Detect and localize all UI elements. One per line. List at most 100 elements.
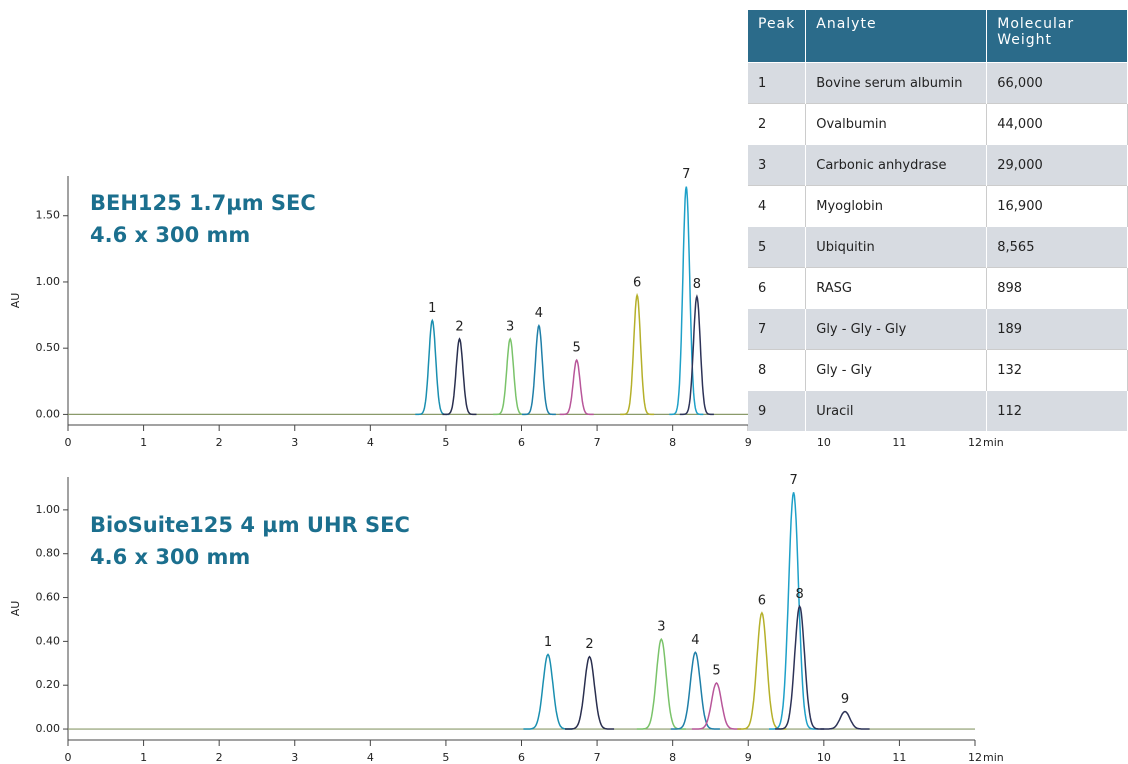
chart-title: BEH125 1.7µm SEC [90, 191, 316, 215]
x-tick-label: 8 [669, 436, 676, 449]
peak [493, 337, 528, 416]
peak-label: 3 [657, 620, 665, 635]
peak-label: 9 [841, 692, 849, 707]
peak [523, 653, 573, 730]
peak [670, 651, 720, 730]
table-row: 2 Ovalbumin 44,000 [748, 103, 1128, 145]
x-tick-label: 0 [65, 751, 72, 764]
x-tick-label: 5 [442, 436, 449, 449]
table-cell: 8,565 [986, 226, 1128, 268]
chart-title: BioSuite125 4 µm UHR SEC [90, 513, 410, 537]
header-cell: Peak [748, 10, 807, 63]
y-tick-label: 0.50 [36, 341, 61, 354]
x-tick-label: 3 [291, 751, 298, 764]
peak [565, 655, 615, 730]
peak [636, 637, 686, 730]
peak [691, 682, 742, 730]
table-cell: 3 [748, 144, 807, 186]
x-tick-label: 8 [669, 751, 676, 764]
table-cell: Bovine serum albumin [805, 62, 988, 104]
x-tick-label: 12 [968, 751, 982, 764]
table-cell: Uracil [805, 390, 988, 431]
peak [415, 318, 450, 416]
peak-label: 6 [633, 276, 641, 291]
x-tick-label: 12 [968, 436, 982, 449]
peak-label: 5 [712, 664, 720, 679]
table-cell: 8 [748, 349, 807, 391]
peak-label: 1 [428, 301, 436, 316]
x-tick-label: 10 [817, 436, 831, 449]
table-cell: 189 [986, 308, 1128, 350]
table-cell: 7 [748, 308, 807, 350]
x-tick-label: 2 [216, 751, 223, 764]
table-row: 9 Uracil 112 [748, 390, 1128, 431]
peak-label: 6 [758, 593, 766, 608]
x-tick-label: 0 [65, 436, 72, 449]
y-tick-label: 1.00 [36, 503, 61, 516]
peak-label: 2 [455, 319, 463, 334]
peak-label: 4 [691, 633, 699, 648]
peak [820, 710, 870, 730]
peak [521, 324, 556, 416]
x-tick-label: 11 [892, 436, 906, 449]
table-cell: 112 [986, 390, 1128, 431]
y-tick-label: 0.20 [36, 678, 61, 691]
x-tick-label: 1 [140, 436, 147, 449]
peak [679, 294, 714, 416]
x-tick-label: 6 [518, 436, 525, 449]
x-tick-label: 9 [745, 436, 752, 449]
peak [737, 611, 787, 730]
peak-label: 5 [573, 341, 581, 356]
table-cell: 16,900 [986, 185, 1128, 227]
y-tick-label: 0.40 [36, 634, 61, 647]
table-cell: 9 [748, 390, 807, 431]
table-cell: 2 [748, 103, 807, 145]
peak-label: 2 [585, 637, 593, 652]
y-tick-label: 0.60 [36, 591, 61, 604]
x-tick-label: 9 [745, 751, 752, 764]
table-row: 6 RASG 898 [748, 267, 1128, 309]
table-cell: RASG [805, 267, 988, 309]
x-tick-label: 4 [367, 751, 374, 764]
peak-label: 8 [693, 277, 701, 292]
x-tick-label: 5 [442, 751, 449, 764]
table-row: 5 Ubiquitin 8,565 [748, 226, 1128, 268]
analyte-table: Peak Analyte Molecular Weight 1 Bovine serum… [748, 10, 1128, 431]
table-row: 7 Gly - Gly - Gly 189 [748, 308, 1128, 350]
y-tick-label: 0.80 [36, 547, 61, 560]
x-tick-label: 4 [367, 436, 374, 449]
table-cell: 44,000 [986, 103, 1128, 145]
y-tick-label: 0.00 [36, 407, 61, 420]
peak-label: 1 [544, 635, 552, 650]
x-axis-label: min [983, 751, 1004, 764]
x-tick-label: 1 [140, 751, 147, 764]
x-tick-label: 7 [594, 751, 601, 764]
y-tick-label: 1.00 [36, 275, 61, 288]
x-tick-label: 3 [291, 436, 298, 449]
chart-subtitle: 4.6 x 300 mm [90, 545, 250, 569]
table-cell: 898 [986, 267, 1128, 309]
x-tick-label: 2 [216, 436, 223, 449]
peak [669, 186, 704, 416]
table-cell: 6 [748, 267, 807, 309]
x-tick-label: 7 [594, 436, 601, 449]
peak-label: 7 [789, 473, 797, 488]
table-cell: 29,000 [986, 144, 1128, 186]
peak [559, 358, 594, 416]
y-tick-label: 0.00 [36, 722, 61, 735]
table-cell: 4 [748, 185, 807, 227]
header-cell: Molecular Weight [986, 10, 1128, 63]
peak-label: 7 [682, 167, 690, 182]
table-row: 8 Gly - Gly 132 [748, 349, 1128, 391]
table-row: 4 Myoglobin 16,900 [748, 185, 1128, 227]
peak-label: 4 [535, 306, 543, 321]
x-tick-label: 6 [518, 751, 525, 764]
y-axis-label: AU [9, 293, 22, 309]
table-row: 3 Carbonic anhydrase 29,000 [748, 144, 1128, 186]
table-cell: Myoglobin [805, 185, 988, 227]
table-cell: 5 [748, 226, 807, 268]
table-row: 1 Bovine serum albumin 66,000 [748, 62, 1128, 104]
table-cell: Gly - Gly - Gly [805, 308, 988, 350]
table-cell: 66,000 [986, 62, 1128, 104]
